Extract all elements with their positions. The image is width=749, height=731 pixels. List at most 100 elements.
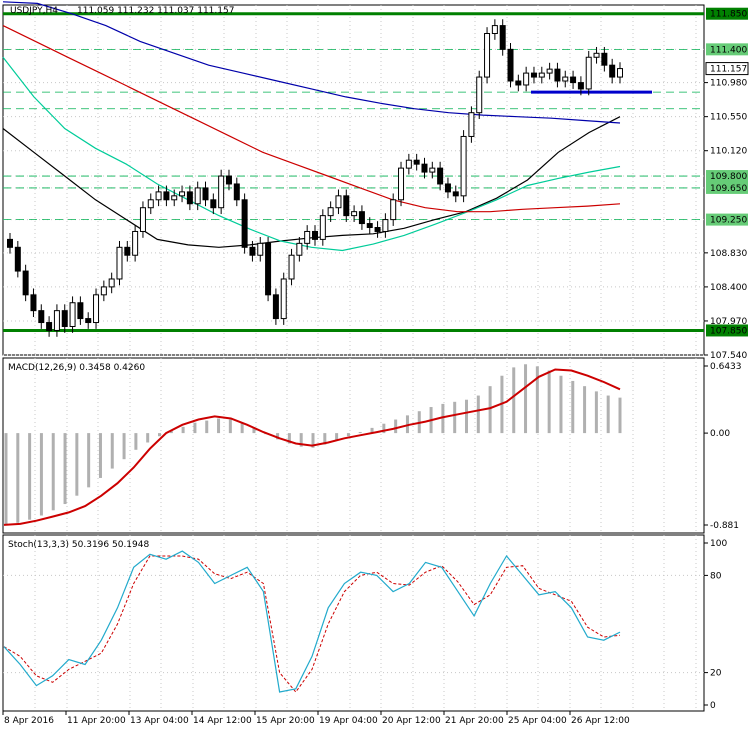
candle-body [476,76,483,114]
macd-axis-label: 0.00 [710,429,730,439]
candle-body [398,167,405,201]
macd-bar [465,399,468,434]
candle-body [327,207,334,217]
candle-body [562,76,569,82]
candle-body [421,163,428,173]
time-axis-label: 11 Apr 20:00 [67,716,126,726]
candle-body [210,199,217,209]
candles [7,19,623,337]
macd-bar [134,433,138,450]
macd-bar [606,395,610,434]
candle-body [390,199,397,221]
candle-body [147,199,154,209]
candle-body [108,278,115,288]
time-axis: 8 Apr 2016 11 Apr 20:00 13 Apr 04:00 14 Apr… [2,711,630,726]
macd-bar [205,420,209,434]
macd-bar [4,433,8,525]
candle-body [69,302,76,327]
candle-body [139,207,146,232]
candle-body [124,246,131,256]
candle-body [249,246,256,256]
candle-body [116,246,123,280]
macd-axis-label: -0.881 [710,521,739,531]
candle-body [53,310,60,331]
candle-body [93,294,100,324]
candle-body [335,195,342,209]
candle-body [179,191,186,197]
current-price-box [705,62,749,76]
candle-body [280,278,287,320]
candle-body [46,322,53,331]
candle-body [382,219,389,232]
macd-bar [276,433,280,440]
candle-body [241,199,248,248]
macd-bar [346,433,350,437]
moving-average-line [2,25,621,213]
macd-bar [193,422,197,434]
price-axis-label: 111.400 [710,45,747,55]
current-price-label: 111.157 [710,65,747,75]
price-axis: 111.850 111.400 110.980 110.550 110.120 109.8… [704,7,749,361]
macd-bar [512,367,516,434]
moving-average-line [2,116,621,248]
macd-axis: 0.6433 0.00 -0.881 [704,362,742,531]
price-axis-label: 108.830 [710,249,747,259]
candle-body [358,211,365,225]
macd-bar [122,433,126,460]
candle-body [7,238,13,248]
price-label-box [706,324,748,337]
candle-body [499,25,506,50]
candle-body [272,294,279,320]
candle-body [77,302,84,320]
time-axis-label: 21 Apr 20:00 [445,716,504,726]
macd-bar [311,433,315,448]
candle-body [304,230,311,244]
macd-bar [240,422,244,434]
candle-body [585,56,592,90]
price-axis-label: 109.800 [710,172,747,182]
macd-bar [453,401,457,434]
macd-bar [217,418,221,434]
time-axis-label: 26 Apr 12:00 [571,716,630,726]
price-axis-label: 109.650 [710,184,747,194]
macd-bar [146,433,150,443]
candle-body [554,68,561,82]
candle-body [405,159,412,169]
macd-bar [358,432,362,434]
macd-bar [524,364,528,434]
stoch-axis-label: 0 [710,701,716,711]
price-axis-label: 107.540 [710,351,747,361]
macd-bar [335,433,339,441]
candle-body [546,68,553,74]
macd-bar [110,433,114,469]
stoch-axis-label: 100 [710,539,727,549]
candle-body [202,187,209,201]
price-axis-label: 108.400 [710,283,747,293]
time-axis-label: 14 Apr 12:00 [193,716,252,726]
stoch-main-line [3,550,621,693]
candle-body [132,230,139,256]
candle-body [538,72,545,78]
macd-bar [547,370,551,434]
price-axis-label: 110.980 [710,79,747,89]
candle-body [171,195,178,201]
macd-bar [583,386,587,434]
candle-body [319,215,326,240]
price-axis-label: 111.850 [710,10,747,20]
candle-body [225,175,232,185]
price-label-box [706,181,748,194]
macd-bar [394,419,398,434]
candle-body [484,33,491,78]
macd-bar [287,433,291,444]
stoch-axis: 100 80 20 0 [704,539,727,711]
candle-body [366,223,373,229]
candle-body [577,82,584,90]
macd-panel-frame [2,357,705,534]
macd-bar [98,433,102,478]
time-axis-label: 8 Apr 2016 [4,716,54,726]
macd-bar [299,433,303,447]
stoch-axis-label: 80 [710,571,722,581]
candle-body [374,227,381,232]
candle-body [444,183,451,193]
price-label-box [706,43,748,56]
